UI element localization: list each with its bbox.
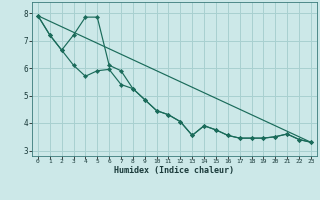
X-axis label: Humidex (Indice chaleur): Humidex (Indice chaleur) — [115, 166, 234, 175]
